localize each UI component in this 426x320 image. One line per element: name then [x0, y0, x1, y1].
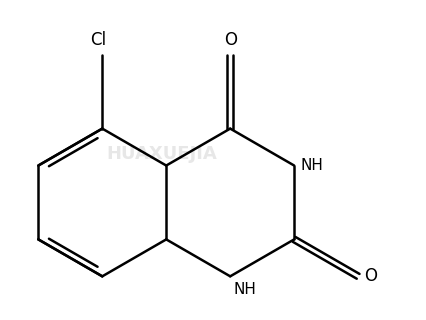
Text: Cl: Cl [91, 31, 106, 49]
Text: O: O [224, 31, 237, 49]
Text: NH: NH [234, 282, 257, 297]
Text: NH: NH [300, 158, 323, 173]
Text: O: O [364, 267, 377, 285]
Text: HUAXUEJIA: HUAXUEJIA [107, 145, 218, 163]
